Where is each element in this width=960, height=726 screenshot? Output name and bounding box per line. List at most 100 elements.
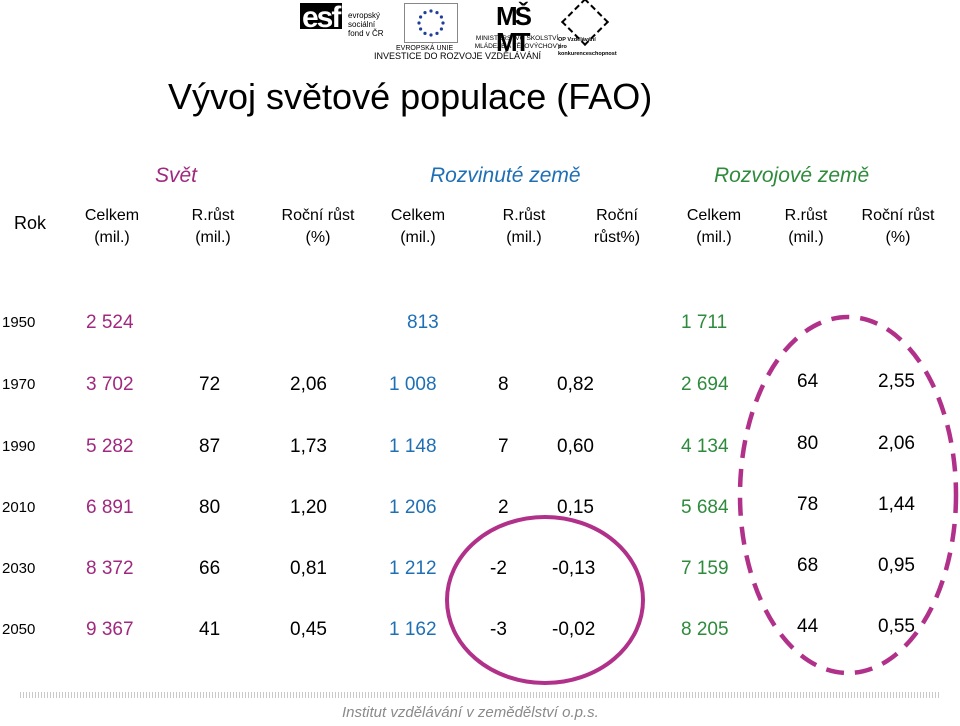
column-header: Roční růst (%) — [838, 205, 958, 249]
developing-pct-cell: 2,06 — [878, 433, 915, 454]
column-header: R.růst (mil.) — [464, 205, 584, 249]
world-growth-cell: 66 — [199, 558, 221, 579]
column-header: Roční růst (%) — [258, 205, 378, 249]
world-total-cell: 3 702 — [86, 374, 134, 395]
esf-mark: esf — [302, 1, 341, 34]
esf-flag-icon — [300, 3, 342, 29]
developing-growth-cell: 44 — [797, 616, 819, 637]
world-pct-cell: 0,81 — [290, 558, 327, 579]
column-header-line2: (mil.) — [788, 229, 824, 246]
op-text: OP Vzdělávání pro konkurenceschopnost — [558, 37, 617, 57]
esf-logo: esf evropský sociální fond v ČR — [300, 1, 390, 47]
developed-total-cell: 1 148 — [389, 436, 437, 457]
column-header-line2: (mil.) — [195, 229, 231, 246]
world-growth-cell: 72 — [199, 374, 221, 395]
column-header-line1: Celkem — [390, 207, 446, 224]
developing-pct-cell: 0,95 — [878, 555, 915, 576]
developed-growth-cell: -3 — [490, 619, 507, 640]
developed-decline-circle — [445, 515, 645, 685]
year-cell: 1990 — [2, 438, 36, 455]
column-header-line1: Roční růst — [281, 207, 355, 224]
group-world: Svět — [155, 164, 198, 187]
column-header-line1: R.růst — [191, 207, 235, 224]
world-pct-cell: 0,45 — [290, 619, 327, 640]
developing-pct-cell: 0,55 — [878, 616, 915, 637]
column-header-line1: Roční — [596, 207, 638, 224]
year-cell: 2010 — [2, 499, 36, 516]
world-total-cell: 6 891 — [86, 497, 134, 518]
developed-pct-cell: -0,02 — [552, 619, 596, 640]
developed-growth-cell: -2 — [490, 558, 507, 579]
world-growth-cell: 41 — [199, 619, 221, 640]
column-header: Celkem (mil.) — [52, 205, 172, 249]
developed-pct-cell: -0,13 — [552, 558, 596, 579]
msmt-text: MINISTERSTVO ŠKOLSTVÍ, MLÁDEŽE A TĚLOVÝC… — [474, 35, 562, 50]
developing-total-cell: 8 205 — [681, 619, 729, 640]
eu-text: EVROPSKÁ UNIE — [396, 45, 454, 52]
world-total-cell: 8 372 — [86, 558, 134, 579]
column-header-line1: Celkem — [686, 207, 742, 224]
footer-divider — [20, 692, 940, 698]
column-header: R.růst (mil.) — [746, 205, 866, 249]
group-developed: Rozvinuté země — [430, 164, 581, 187]
developed-growth-cell: 7 — [498, 436, 509, 457]
developing-pct-cell: 1,44 — [878, 494, 915, 515]
year-cell: 1950 — [2, 314, 36, 331]
investment-slogan: INVESTICE DO ROZVOJE VZDĚLÁVÁNÍ — [374, 51, 542, 61]
world-total-cell: 2 524 — [86, 312, 134, 333]
world-pct-cell: 1,73 — [290, 436, 327, 457]
developed-growth-cell: 8 — [498, 374, 509, 395]
developed-total-cell: 813 — [407, 312, 439, 333]
column-header: Celkem (mil.) — [654, 205, 774, 249]
op-logo: OP Vzdělávání pro konkurenceschopnost — [558, 0, 620, 59]
eu-logo: EVROPSKÁ UNIE — [396, 3, 468, 59]
column-header: Celkem (mil.) — [358, 205, 478, 249]
footer-text: Institut vzdělávání v zemědělství o.p.s. — [342, 704, 599, 721]
year-header: Rok — [14, 213, 47, 233]
world-total-cell: 9 367 — [86, 619, 134, 640]
column-header: R.růst (mil.) — [153, 205, 273, 249]
world-total-cell: 5 282 — [86, 436, 134, 457]
column-header-line2: (mil.) — [400, 229, 436, 246]
developed-pct-cell: 0,82 — [557, 374, 594, 395]
developing-growth-cell: 80 — [797, 433, 819, 454]
column-header-line2: (%) — [885, 229, 911, 246]
developing-growth-circle — [737, 314, 959, 676]
column-header-line2: růst%) — [593, 229, 641, 246]
developed-pct-cell: 0,15 — [557, 497, 594, 518]
developing-total-cell: 7 159 — [681, 558, 729, 579]
developed-pct-cell: 0,60 — [557, 436, 594, 457]
developing-growth-cell: 68 — [797, 555, 819, 576]
developed-growth-cell: 2 — [498, 497, 509, 518]
msmt-logo: MŠ MT MINISTERSTVO ŠKOLSTVÍ, MLÁDEŽE A T… — [472, 3, 564, 59]
developing-growth-cell: 64 — [797, 371, 819, 392]
column-header-line1: R.růst — [784, 207, 828, 224]
developing-total-cell: 1 711 — [681, 312, 728, 333]
world-pct-cell: 1,20 — [290, 497, 327, 518]
page-title: Vývoj světové populace (FAO) — [168, 76, 653, 117]
developing-total-cell: 2 694 — [681, 374, 729, 395]
developing-growth-cell: 78 — [797, 494, 819, 515]
logo-bar: esf evropský sociální fond v ČR EVROPSKÁ… — [300, 0, 620, 64]
year-cell: 2050 — [2, 621, 36, 638]
column-header: Roční růst%) — [557, 205, 677, 249]
developed-total-cell: 1 212 — [389, 558, 437, 579]
column-header-line1: R.růst — [502, 207, 546, 224]
world-growth-cell: 80 — [199, 497, 221, 518]
column-header-line2: (mil.) — [506, 229, 542, 246]
year-cell: 2030 — [2, 560, 36, 577]
developing-total-cell: 4 134 — [681, 436, 729, 457]
group-developing: Rozvojové země — [714, 164, 870, 187]
msmt-mark: MŠ MT — [496, 1, 532, 57]
column-header-line1: Roční růst — [861, 207, 935, 224]
developed-total-cell: 1 206 — [389, 497, 437, 518]
world-growth-cell: 87 — [199, 436, 221, 457]
developing-total-cell: 5 684 — [681, 497, 729, 518]
year-cell: 1970 — [2, 376, 36, 393]
developed-total-cell: 1 008 — [389, 374, 437, 395]
column-header-line2: (%) — [305, 229, 331, 246]
esf-text: evropský sociální fond v ČR — [348, 11, 384, 38]
column-header-line1: Celkem — [84, 207, 140, 224]
developing-pct-cell: 2,55 — [878, 371, 915, 392]
